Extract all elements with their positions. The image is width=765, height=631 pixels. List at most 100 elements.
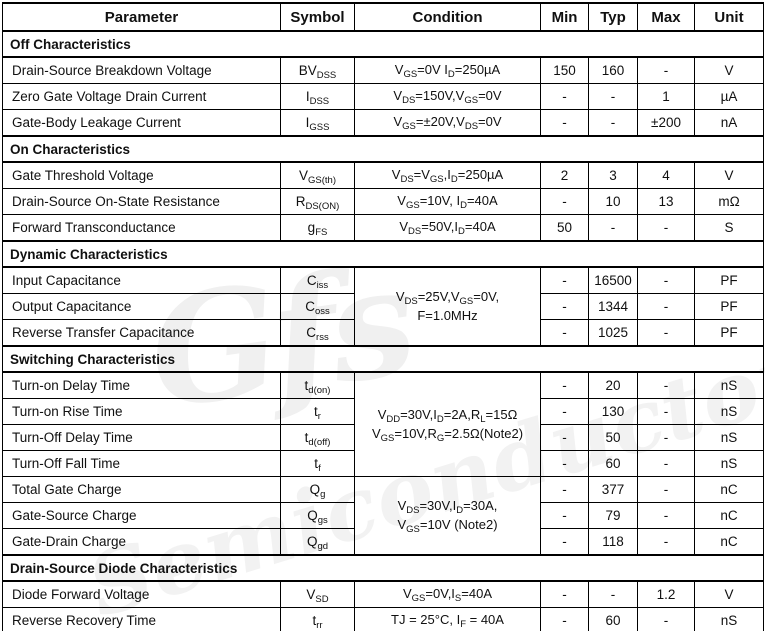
cell-typ: 1344 — [588, 293, 638, 320]
cell-parameter: Output Capacitance — [2, 293, 281, 320]
cell-unit: V — [694, 161, 764, 189]
table-body: Off Characteristics Drain-Source Breakdow… — [2, 30, 764, 631]
cell-unit: V — [694, 580, 764, 608]
cell-typ: 160 — [588, 56, 638, 84]
cell-typ: 3 — [588, 161, 638, 189]
cell-condition: VGS=10V, ID=40A — [354, 188, 541, 215]
cell-max: - — [637, 476, 695, 503]
section-title: Switching Characteristics — [2, 345, 764, 373]
table-row: Gate-Drain Charge Qgd -118- nC — [2, 528, 764, 556]
cell-typ: 60 — [588, 450, 638, 477]
cell-unit: nS — [694, 371, 764, 399]
table-row: Gate-Body Leakage Current IGSS VGS=±20V,VD… — [2, 109, 764, 137]
table-row: Input Capacitance Ciss VDS=25V,VGS=0V, F=1.… — [2, 266, 764, 347]
cell-unit: nS — [694, 450, 764, 477]
column-header-min: Min — [540, 2, 589, 32]
section-title: On Characteristics — [2, 135, 764, 163]
cell-condition: VDS=VGS,ID=250µA — [354, 161, 541, 189]
cell-typ: - — [588, 83, 638, 110]
cell-parameter: Reverse Transfer Capacitance — [2, 319, 281, 347]
table-row: Drain-Source On-State Resistance RDS(ON) V… — [2, 188, 764, 215]
cell-condition: TJ = 25°C, IF = 40A — [354, 607, 541, 631]
cell-condition: VGS=±20V,VDS=0V — [354, 109, 541, 137]
cell-typ: 10 — [588, 188, 638, 215]
cell-parameter: Forward Transconductance — [2, 214, 281, 242]
cell-symbol: trr — [280, 607, 355, 631]
cell-min: - — [540, 266, 589, 294]
cell-symbol: BVDSS — [280, 56, 355, 84]
cell-parameter: Turn-on Rise Time — [2, 398, 281, 425]
cell-min: - — [540, 607, 589, 631]
cell-unit: nC — [694, 476, 764, 503]
cell-max: 13 — [637, 188, 695, 215]
cell-min: - — [540, 528, 589, 556]
cell-parameter: Turn-on Delay Time — [2, 371, 281, 399]
cell-condition: VDS=50V,ID=40A — [354, 214, 541, 242]
cell-symbol: RDS(ON) — [280, 188, 355, 215]
cell-parameter: Diode Forward Voltage — [2, 580, 281, 608]
cell-max: - — [637, 266, 695, 294]
cell-min: - — [540, 398, 589, 425]
cell-min: - — [540, 450, 589, 477]
section-header-row: Off Characteristics — [2, 30, 764, 58]
table-row: Turn-on Rise Time tr -130- nS — [2, 398, 764, 425]
cell-parameter: Total Gate Charge — [2, 476, 281, 503]
cell-symbol: Crss — [280, 319, 355, 347]
cell-unit: PF — [694, 266, 764, 294]
cell-symbol: Qgd — [280, 528, 355, 556]
cell-min: 2 — [540, 161, 589, 189]
cell-parameter: Turn-Off Fall Time — [2, 450, 281, 477]
cell-symbol: VGS(th) — [280, 161, 355, 189]
cell-typ: - — [588, 109, 638, 137]
section-title: Dynamic Characteristics — [2, 240, 764, 268]
cell-unit: nC — [694, 528, 764, 556]
cell-parameter: Gate-Body Leakage Current — [2, 109, 281, 137]
cell-symbol: tf — [280, 450, 355, 477]
table-row: Turn-Off Fall Time tf -60- nS — [2, 450, 764, 477]
cell-min: - — [540, 424, 589, 451]
cell-max: - — [637, 528, 695, 556]
table-row: Diode Forward Voltage VSD VGS=0V,IS=40A - -1… — [2, 580, 764, 608]
cell-max: - — [637, 214, 695, 242]
cell-symbol: VSD — [280, 580, 355, 608]
cell-unit: nS — [694, 607, 764, 631]
cell-unit: PF — [694, 319, 764, 347]
table-row: Total Gate Charge Qg VDS=30V,ID=30A, VGS=10… — [2, 476, 764, 556]
cell-symbol: IDSS — [280, 83, 355, 110]
section-header-row: Switching Characteristics — [2, 345, 764, 373]
cell-max: - — [637, 319, 695, 347]
cell-parameter: Reverse Recovery Time — [2, 607, 281, 631]
section-header-row: On Characteristics — [2, 135, 764, 163]
column-header-typ: Typ — [588, 2, 638, 32]
cell-unit: PF — [694, 293, 764, 320]
cell-condition-shared-switching: VDD=30V,ID=2A,RL=15Ω VGS=10V,RG=2.5Ω(Note… — [354, 371, 541, 477]
cell-parameter: Gate Threshold Voltage — [2, 161, 281, 189]
section-title: Drain-Source Diode Characteristics — [2, 554, 764, 582]
cell-parameter: Drain-Source On-State Resistance — [2, 188, 281, 215]
cell-max: - — [637, 502, 695, 529]
cell-symbol: td(on) — [280, 371, 355, 399]
cell-symbol: Qg — [280, 476, 355, 503]
table-row: Forward Transconductance gFS VDS=50V,ID=40… — [2, 214, 764, 242]
column-header-condition: Condition — [354, 2, 541, 32]
cell-unit: mΩ — [694, 188, 764, 215]
cell-max: - — [637, 293, 695, 320]
cell-condition-shared-charge: VDS=30V,ID=30A, VGS=10V (Note2) — [354, 476, 541, 556]
table-row: Turn-on Delay Time td(on) VDD=30V,ID=2A,RL… — [2, 371, 764, 477]
table-row: Zero Gate Voltage Drain Current IDSS VDS=1… — [2, 83, 764, 110]
cell-parameter: Gate-Source Charge — [2, 502, 281, 529]
section-header-row: Dynamic Characteristics — [2, 240, 764, 268]
cell-min: - — [540, 476, 589, 503]
cell-unit: nC — [694, 502, 764, 529]
column-header-parameter: Parameter — [2, 2, 281, 32]
cell-typ: 50 — [588, 424, 638, 451]
cell-max: 1.2 — [637, 580, 695, 608]
table-row: Reverse Recovery Time trr TJ = 25°C, IF = … — [2, 607, 764, 631]
cell-unit: V — [694, 56, 764, 84]
cell-typ: 118 — [588, 528, 638, 556]
cell-min: - — [540, 580, 589, 608]
cell-typ: 79 — [588, 502, 638, 529]
section-title: Off Characteristics — [2, 30, 764, 58]
